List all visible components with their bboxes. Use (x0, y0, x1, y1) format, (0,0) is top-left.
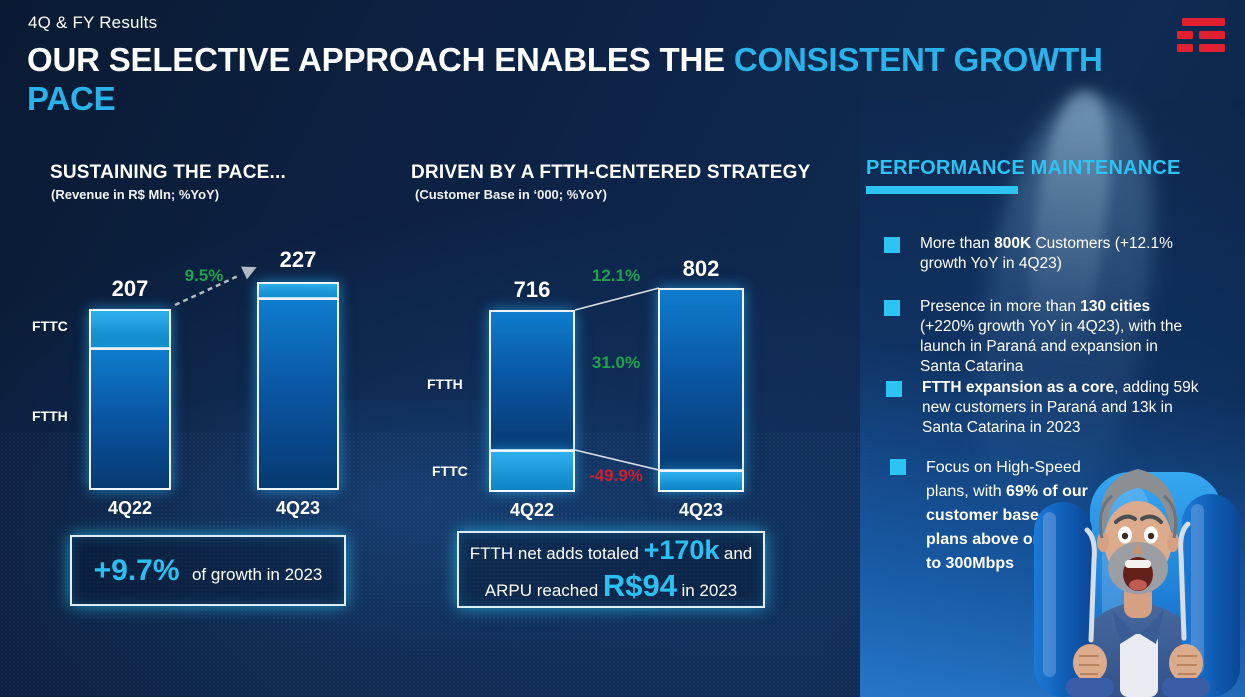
excited-man-photo (1034, 469, 1240, 697)
chart2-callout-arpu: R$94 (602, 568, 677, 603)
chart2-fttc-label: FTTC (432, 463, 468, 479)
stage-light (60, 400, 760, 660)
chart2-category-4q22: 4Q22 (509, 500, 555, 520)
slide-title: OUR SELECTIVE APPROACH ENABLES THE CONSI… (27, 40, 1177, 118)
chart1-category-4q22: 4Q22 (107, 498, 153, 518)
chart1-value-4q23: 227 (279, 247, 317, 272)
performance-heading: PERFORMANCE MAINTENANCE (866, 157, 1181, 179)
bullet-square-icon (884, 237, 900, 253)
chart1-callout-box: +9.7% of growth in 2023 (70, 535, 346, 606)
tim-logo-bar (1199, 44, 1225, 52)
chart2-value-4q23: 802 (682, 256, 720, 281)
chart2-value-4q22: 716 (513, 277, 551, 302)
chart2-connector-lines (574, 287, 660, 471)
chart1-subtitle: (Revenue in R$ Mln; %YoY) (51, 187, 220, 202)
chart2-total-growth-label: 12.1% (591, 266, 641, 285)
growth-arrow-icon (174, 266, 257, 307)
bullet-square-icon (890, 459, 906, 475)
chart1-title: SUSTAINING THE PACE... (50, 162, 286, 183)
slide-eyebrow: 4Q & FY Results (28, 13, 158, 32)
slide-title-accent-2: PACE (27, 80, 116, 117)
tim-logo-bar (1199, 31, 1225, 39)
chart1-bar-4q22-ftth (89, 348, 171, 490)
bullet-square-icon (886, 381, 902, 397)
chart1-bar-4q22-fttc (89, 309, 171, 349)
chart2-callout-line2-pre: ARPU reached (484, 581, 603, 600)
chart2-bar-4q23-fttc (658, 470, 744, 492)
tim-logo-bar (1177, 44, 1193, 52)
chart1-ftth-label: FTTH (32, 408, 68, 424)
bullet-cities-text: Presence in more than 130 cities (+220% … (920, 298, 1183, 375)
chart2-callout-line2-post: in 2023 (681, 581, 738, 600)
chart1-bar-4q23-fttc (257, 282, 339, 299)
chart2-bar-4q23-ftth (658, 288, 744, 471)
bullet-ftth-expansion: FTTH expansion as a core, adding 59k new… (886, 378, 1202, 438)
chart2-bar-4q22-ftth (489, 310, 575, 451)
chart1-callout-highlight: +9.7% (93, 553, 180, 587)
chart2-callout-box: FTTH net adds totaled +170k and ARPU rea… (457, 531, 765, 608)
chart2-category-4q23: 4Q23 (678, 500, 724, 520)
slide-title-accent: CONSISTENT GROWTH (733, 41, 1103, 78)
tim-logo-bar (1177, 31, 1193, 39)
chart1-fttc-label: FTTC (32, 318, 68, 334)
chart2-bar-4q22-fttc (489, 450, 575, 492)
chart2-title: DRIVEN BY A FTTH-CENTERED STRATEGY (411, 162, 811, 183)
chart2-callout-netadds: +170k (643, 535, 720, 565)
chart1-growth-label: 9.5% (184, 266, 224, 285)
tim-logo-icon (1177, 18, 1225, 52)
chart2-callout-line1-pre: FTTH net adds totaled (469, 544, 644, 563)
chart2-subtitle: (Customer Base in ‘000; %YoY) (415, 187, 607, 202)
performance-heading-underline (866, 186, 1018, 194)
chart2-fttc-growth-label: -49.9% (589, 466, 643, 485)
bullet-ftth-expansion-text: FTTH expansion as a core, adding 59k new… (922, 379, 1199, 436)
slide-title-white: OUR SELECTIVE APPROACH ENABLES THE (27, 41, 734, 78)
tim-logo-bar (1182, 18, 1225, 26)
chart1-bar-4q23-ftth (257, 298, 339, 490)
bullet-square-icon (884, 300, 900, 316)
chart2-ftth-growth-label: 31.0% (591, 353, 641, 372)
chart2-ftth-label: FTTH (427, 376, 463, 392)
bullet-cities: Presence in more than 130 cities (+220% … (884, 297, 1200, 377)
bullet-customers-text: More than 800K Customers (+12.1% growth … (920, 235, 1173, 272)
chart1-category-4q23: 4Q23 (275, 498, 321, 518)
chart1-callout-text: of growth in 2023 (191, 564, 323, 584)
chart2-callout-line1-post: and (723, 544, 753, 563)
chart1-value-4q22: 207 (111, 276, 149, 301)
bullet-customers: More than 800K Customers (+12.1% growth … (884, 234, 1200, 274)
